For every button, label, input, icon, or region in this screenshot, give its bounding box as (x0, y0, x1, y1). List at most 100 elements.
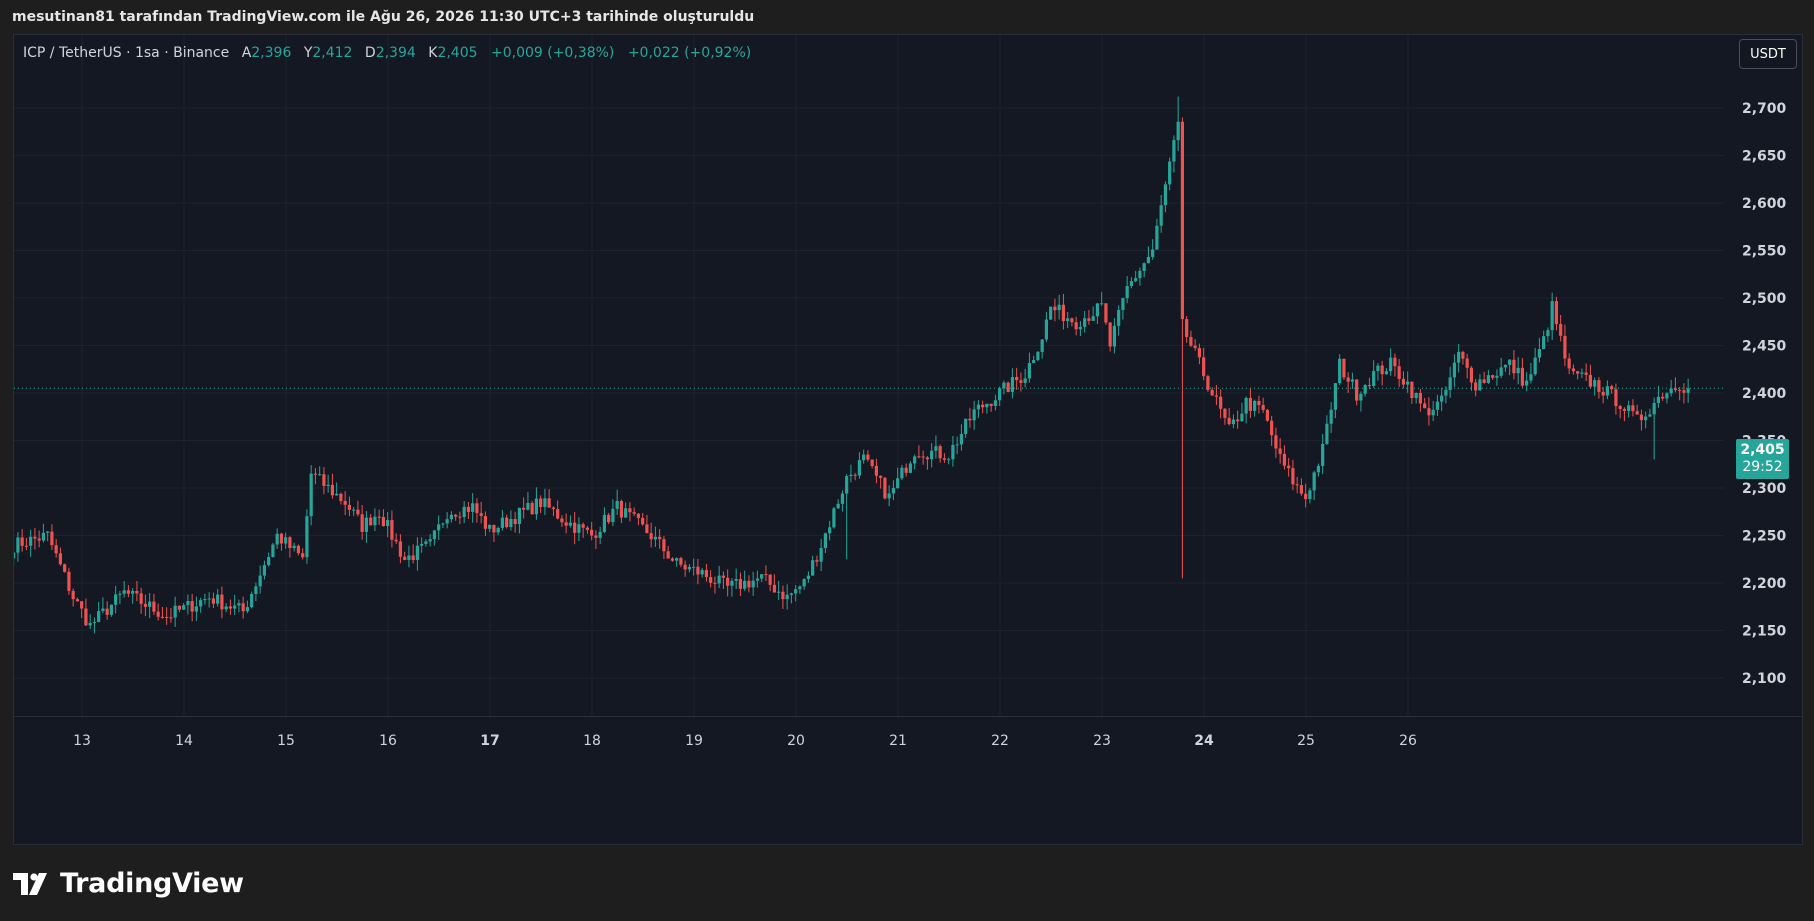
candle-down (683, 560, 687, 577)
candle-up (1686, 378, 1690, 403)
candle-body (267, 557, 271, 566)
candle-up (1669, 379, 1673, 397)
symbol-info[interactable]: ICP / TetherUS · 1sa · Binance (23, 45, 230, 61)
candle-body (730, 580, 734, 586)
candle-down (228, 599, 233, 615)
candle-up (207, 592, 211, 608)
candle-down (594, 530, 598, 550)
candle-body (1240, 413, 1244, 422)
candle-body (1452, 362, 1457, 378)
candle-body (292, 545, 296, 549)
candle-body (1040, 339, 1044, 352)
candle-down (63, 563, 67, 573)
candle-body (126, 590, 131, 594)
candle-body (441, 523, 445, 525)
candle-down (522, 497, 526, 519)
candle-body (186, 601, 190, 606)
candle-body (437, 524, 441, 531)
candle-body (16, 537, 20, 553)
candle-up (258, 565, 262, 594)
candle-up (1321, 434, 1325, 474)
candle-up (1057, 294, 1061, 320)
candle-body (658, 536, 662, 540)
candle-body (1329, 409, 1333, 424)
candle-body (318, 474, 322, 476)
chart-caption: mesutinan81 tarafından TradingView.com i… (12, 9, 755, 25)
candle-body (1635, 411, 1639, 415)
candle-body (109, 604, 114, 615)
candle-body (624, 508, 628, 518)
candlestick-chart[interactable]: 2,1002,1502,2002,2502,3002,3502,4002,450… (14, 35, 1802, 844)
candle-down (1193, 339, 1197, 351)
candle-up (428, 534, 432, 547)
candle-up (364, 510, 369, 543)
time-axis[interactable]: 13 14 15 16 17 18 19 20 21 22 23 24 25 26 (73, 733, 1417, 749)
candle-body (224, 606, 228, 610)
candle-up (1546, 327, 1550, 342)
candle-up (543, 488, 547, 516)
candle-up (1316, 463, 1321, 477)
candle-down (925, 456, 930, 470)
candle-body (1257, 400, 1261, 406)
candle-down (1299, 478, 1304, 496)
candle-up (1240, 402, 1244, 422)
candle-body (709, 577, 713, 583)
candle-down (981, 400, 985, 414)
candle-down (879, 475, 883, 489)
candle-down (279, 532, 284, 551)
candle-down (1185, 316, 1189, 343)
candle-body (611, 508, 615, 523)
candle-up (131, 588, 135, 604)
candle-down (649, 522, 653, 548)
candle-body (454, 514, 458, 517)
candle-up (1457, 343, 1461, 373)
candle-body (377, 516, 381, 518)
candle-body (394, 539, 398, 542)
open-label: A (241, 45, 252, 61)
candle-up (1112, 318, 1117, 354)
candle-body (700, 570, 704, 575)
candle-body (509, 519, 513, 528)
candle-body (139, 593, 143, 604)
candle-up (857, 452, 862, 479)
candle-up (675, 557, 679, 567)
tradingview-logo[interactable]: TradingView (13, 868, 244, 899)
candle-down (398, 534, 403, 564)
candle-body (1342, 358, 1346, 378)
candle-body (258, 575, 262, 587)
candle-body (1312, 472, 1316, 491)
candle-down (156, 603, 160, 621)
candle-body (972, 409, 976, 421)
candle-down (1210, 387, 1214, 396)
candle-up (692, 558, 696, 576)
candle-body (118, 593, 122, 595)
candle-body (1291, 468, 1295, 485)
candle-down (874, 458, 879, 484)
candle-up (1325, 415, 1329, 446)
candle-body (92, 622, 97, 624)
candle-body (1163, 184, 1168, 206)
candle-up (1338, 354, 1342, 386)
candle-down (356, 500, 360, 517)
candle-up (216, 588, 220, 607)
candle-up (1542, 330, 1546, 350)
candle-body (84, 608, 88, 626)
candle-body (1605, 386, 1610, 396)
candle-body (1142, 263, 1146, 271)
candle-body (330, 484, 335, 496)
candle-body (556, 509, 560, 519)
candle-body (628, 508, 632, 513)
candle-down (330, 473, 335, 499)
candle-body (462, 506, 466, 517)
candle-up (624, 502, 628, 518)
candle-down (560, 515, 564, 527)
candle-body (768, 574, 772, 585)
candle-body (602, 514, 607, 532)
price-axis[interactable]: 2,1002,1502,2002,2502,3002,3502,4002,450… (1742, 101, 1787, 687)
candle-body (165, 616, 169, 618)
currency-button[interactable]: USDT (1739, 39, 1797, 69)
candle-up (415, 537, 420, 571)
candle-up (109, 604, 114, 617)
candle-body (1027, 362, 1032, 379)
chart-panel[interactable]: 2,1002,1502,2002,2502,3002,3502,4002,450… (13, 34, 1803, 845)
